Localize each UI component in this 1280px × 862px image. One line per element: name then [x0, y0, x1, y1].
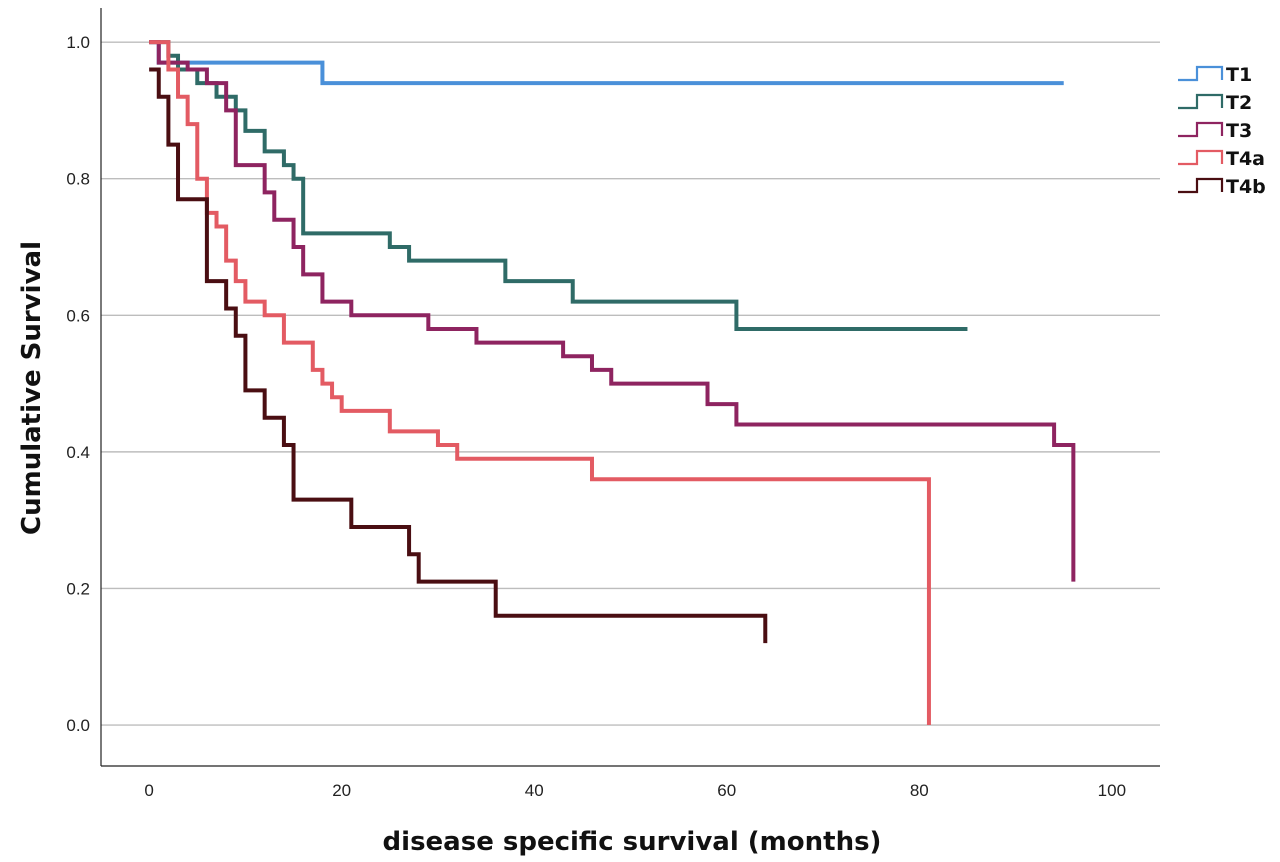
- axes: 0.0 0.2 0.4 0.6 0.8 1.0 0 20 40 60 80 100: [66, 8, 1160, 800]
- series-line-t4b: [149, 67, 768, 644]
- x-tick-label: 0: [144, 781, 153, 800]
- legend-swatch-t4a: [1178, 149, 1224, 166]
- y-tick-label: 0.0: [66, 716, 90, 735]
- y-tick-label: 0.2: [66, 579, 90, 598]
- y-tick-label: 0.4: [66, 443, 90, 462]
- legend-swatch-t3: [1178, 121, 1224, 138]
- legend: T1 T2 T3 T4a T4b: [1178, 64, 1266, 198]
- x-tick-label: 80: [910, 781, 929, 800]
- series-line-t3: [149, 40, 1076, 582]
- legend-swatch-t4b: [1178, 177, 1224, 194]
- legend-label-t1: T1: [1226, 64, 1252, 86]
- x-axis-title: disease specific survival (months): [383, 827, 882, 857]
- legend-label-t2: T2: [1226, 92, 1252, 114]
- y-tick-label: 0.8: [66, 170, 90, 189]
- series-line-t4a: [149, 40, 931, 726]
- y-tick-label: 0.6: [66, 306, 90, 325]
- x-tick-label: 100: [1098, 781, 1126, 800]
- legend-label-t3: T3: [1226, 120, 1252, 142]
- legend-label-t4b: T4b: [1226, 176, 1266, 198]
- x-tick-label: 20: [332, 781, 351, 800]
- series-line-t1: [149, 40, 1064, 86]
- y-axis-title: Cumulative Survival: [17, 241, 47, 535]
- y-tick-label: 1.0: [66, 33, 90, 52]
- legend-swatch-t2: [1178, 93, 1224, 110]
- series-line-t2: [149, 40, 968, 331]
- legend-label-t4a: T4a: [1226, 148, 1265, 170]
- series-lines: [149, 40, 1076, 726]
- x-tick-label: 40: [525, 781, 544, 800]
- legend-swatch-t1: [1178, 65, 1224, 82]
- x-tick-label: 60: [717, 781, 736, 800]
